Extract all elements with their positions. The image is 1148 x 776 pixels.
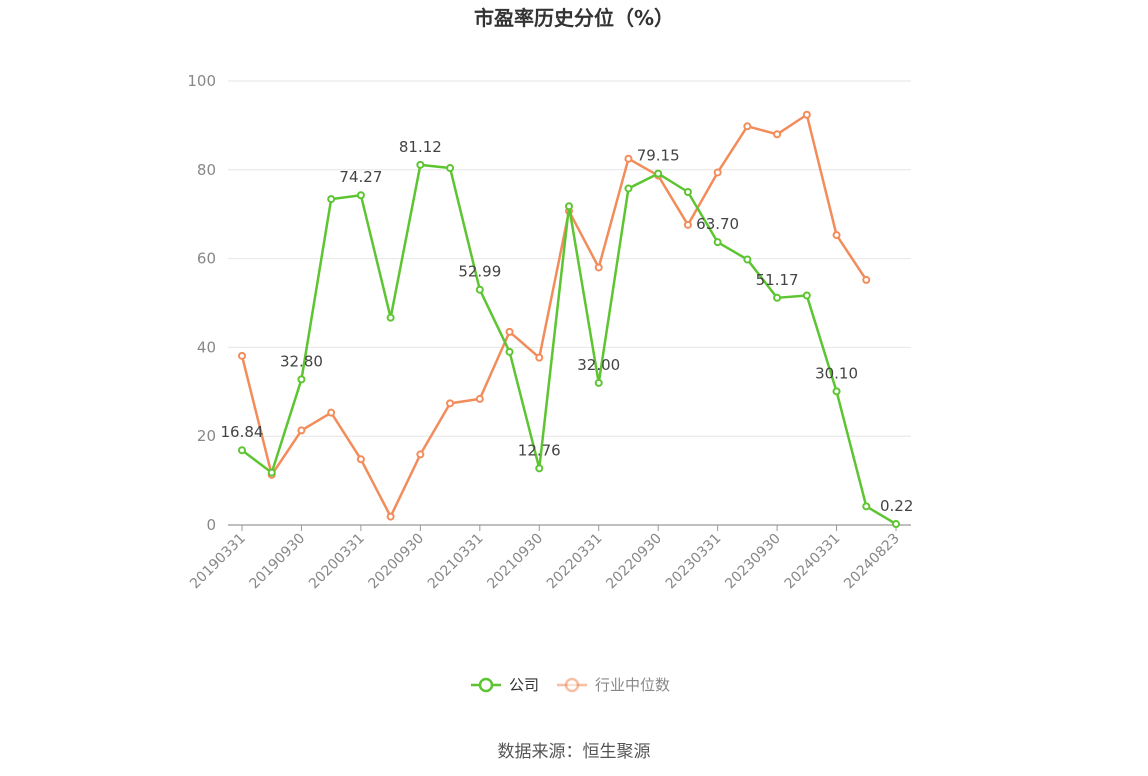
y-tick-label: 20 xyxy=(197,427,216,445)
data-point[interactable] xyxy=(683,220,692,229)
legend-marker xyxy=(478,677,494,693)
legend-item-0[interactable]: 公司 xyxy=(471,676,539,694)
data-point[interactable] xyxy=(327,195,336,204)
x-tick-label: 20230331 xyxy=(663,531,725,593)
data-point[interactable] xyxy=(446,164,455,173)
data-point[interactable] xyxy=(327,408,336,417)
x-tick-label: 20220930 xyxy=(603,531,665,593)
data-point[interactable] xyxy=(802,291,811,300)
data-point[interactable] xyxy=(238,446,246,455)
data-point[interactable] xyxy=(683,188,692,196)
data-point[interactable] xyxy=(862,275,871,284)
data-point[interactable] xyxy=(505,347,514,356)
x-tick-label: 20200331 xyxy=(306,531,368,593)
data-label: 30.10 xyxy=(815,364,858,382)
x-tick-label: 20200930 xyxy=(365,531,427,593)
legend-item-1[interactable]: 行业中位数 xyxy=(557,676,670,694)
data-label: 51.17 xyxy=(756,271,799,289)
data-label: 81.12 xyxy=(399,138,442,156)
data-point[interactable] xyxy=(773,293,782,302)
source-note: 数据来源：恒生聚源 xyxy=(498,742,651,762)
data-point[interactable] xyxy=(594,378,603,387)
grid-lines xyxy=(228,80,911,437)
x-tick-label: 20210331 xyxy=(425,531,487,593)
y-axis: 0 20 40 60 80 100 xyxy=(187,72,216,534)
data-point[interactable] xyxy=(743,122,752,131)
data-point[interactable] xyxy=(713,168,722,177)
data-point[interactable] xyxy=(892,520,900,529)
series-0 xyxy=(238,160,900,529)
data-label: 12.76 xyxy=(518,441,561,459)
series-line xyxy=(241,163,897,526)
data-point[interactable] xyxy=(862,502,871,511)
data-label: 32.80 xyxy=(280,352,323,370)
data-label: 32.00 xyxy=(577,356,620,374)
data-labels: 16.84 32.80 74.27 81.12 52.99 12.76 32.00 79.15… xyxy=(221,138,914,515)
data-point[interactable] xyxy=(238,351,246,360)
data-label: 63.70 xyxy=(696,215,739,233)
data-point[interactable] xyxy=(356,455,365,464)
data-point[interactable] xyxy=(446,399,455,408)
data-point[interactable] xyxy=(386,512,395,521)
data-point[interactable] xyxy=(624,184,633,193)
x-axis: 2019033120190930202003312020093020210331… xyxy=(187,524,911,593)
data-point[interactable] xyxy=(654,169,663,178)
data-label: 0.22 xyxy=(880,497,913,515)
chart-title: 市盈率历史分位（%） xyxy=(474,6,674,30)
x-tick-label: 20220331 xyxy=(544,531,606,593)
x-tick-label: 20240331 xyxy=(782,531,844,593)
data-point[interactable] xyxy=(832,387,841,396)
data-label: 79.15 xyxy=(637,147,680,165)
data-point[interactable] xyxy=(802,110,811,119)
data-point[interactable] xyxy=(743,255,752,264)
data-point[interactable] xyxy=(565,202,573,211)
x-tick-label: 20210930 xyxy=(484,531,546,593)
data-point[interactable] xyxy=(297,375,306,384)
legend-marker xyxy=(564,677,580,693)
data-point[interactable] xyxy=(386,313,395,322)
data-point[interactable] xyxy=(713,238,722,247)
x-tick-label: 20230930 xyxy=(722,531,784,593)
data-point[interactable] xyxy=(535,353,544,362)
data-point[interactable] xyxy=(416,160,425,169)
series-layer xyxy=(238,110,900,529)
x-tick-label: 20190930 xyxy=(247,531,309,593)
x-tick-label: 20190331 xyxy=(187,531,249,593)
y-tick-label: 40 xyxy=(197,338,216,356)
data-point[interactable] xyxy=(267,468,276,477)
data-point[interactable] xyxy=(624,154,633,163)
y-tick-label: 0 xyxy=(206,516,216,534)
data-point[interactable] xyxy=(773,130,782,139)
y-tick-label: 100 xyxy=(187,72,216,90)
data-point[interactable] xyxy=(505,327,514,336)
data-label: 16.84 xyxy=(221,423,264,441)
data-point[interactable] xyxy=(475,394,484,403)
data-label: 74.27 xyxy=(339,168,382,186)
series-line xyxy=(240,113,868,518)
data-point[interactable] xyxy=(594,263,603,272)
legend[interactable]: 公司 行业中位数 xyxy=(471,676,670,694)
data-point[interactable] xyxy=(356,191,365,200)
y-tick-label: 60 xyxy=(197,250,216,268)
data-point[interactable] xyxy=(832,231,841,240)
data-point[interactable] xyxy=(475,285,484,294)
data-point[interactable] xyxy=(297,426,306,435)
data-label: 52.99 xyxy=(458,263,501,281)
x-tick-label: 20240823 xyxy=(841,531,903,593)
y-tick-label: 80 xyxy=(197,161,216,179)
legend-label: 公司 xyxy=(509,676,539,694)
legend-label: 行业中位数 xyxy=(595,676,670,694)
data-point[interactable] xyxy=(416,450,425,459)
data-point[interactable] xyxy=(535,464,544,473)
